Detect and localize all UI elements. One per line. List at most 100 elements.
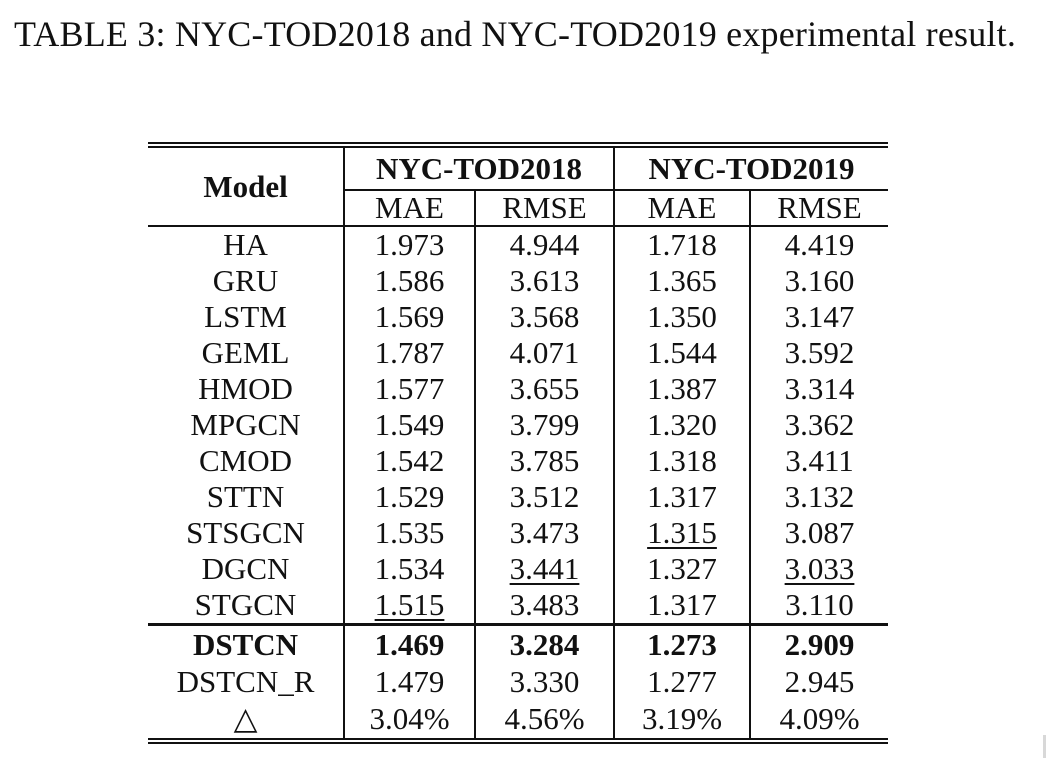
value-text: 1.529: [374, 479, 445, 514]
value-cell-rmse-2019: 4.419: [749, 226, 888, 263]
value-cell-mae-2019: 1.320: [613, 407, 750, 443]
value-cell-rmse-2018: 3.473: [474, 515, 614, 551]
value-cell-mae-2018: 1.542: [343, 443, 475, 479]
table-row: △ 3.04% 4.56% 3.19% 4.09%: [148, 700, 888, 744]
table-row: DSTCN 1.469 3.284 1.273 2.909: [148, 623, 888, 664]
table-row: GEML 1.787 4.071 1.544 3.592: [148, 335, 888, 371]
table-caption: TABLE 3: NYC-TOD2018 and NYC-TOD2019 exp…: [14, 14, 1017, 54]
value-cell-rmse-2019: 3.314: [749, 371, 888, 407]
value-text: 1.317: [647, 587, 717, 622]
model-name-cell: STSGCN: [186, 515, 305, 550]
value-text: 2.945: [784, 664, 855, 699]
value-cell-rmse-2019: 3.592: [749, 335, 888, 371]
value-text: 1.277: [647, 664, 717, 699]
value-cell-rmse-2018: 3.785: [474, 443, 614, 479]
value-text: 3.655: [509, 371, 580, 406]
value-text: 3.473: [509, 515, 580, 550]
value-text: 3.362: [784, 407, 855, 442]
table-row: STGCN 1.515 3.483 1.317 3.110: [148, 587, 888, 625]
value-text: 1.365: [647, 263, 717, 298]
value-text: 2.909: [784, 627, 855, 662]
value-cell-mae-2018: 1.515: [343, 587, 475, 625]
value-text: 1.320: [647, 407, 717, 442]
value-cell-mae-2019: 1.718: [613, 226, 750, 263]
value-cell-rmse-2019: 3.160: [749, 263, 888, 299]
value-cell-mae-2019: 1.387: [613, 371, 750, 407]
value-cell-rmse-2018: 3.568: [474, 299, 614, 335]
table-row: GRU 1.586 3.613 1.365 3.160: [148, 263, 888, 299]
value-cell-mae-2018: 1.479: [343, 664, 475, 700]
value-text: 3.592: [784, 335, 855, 370]
value-cell-mae-2019: 1.315: [613, 515, 750, 551]
header-row-datasets: Model NYC-TOD2018 NYC-TOD2019: [148, 142, 888, 227]
value-text: 1.535: [374, 515, 445, 550]
value-text: 1.515: [374, 587, 445, 622]
model-name-cell: GRU: [212, 263, 279, 298]
value-cell-mae-2019: 1.544: [613, 335, 750, 371]
table-row: DSTCN_R 1.479 3.330 1.277 2.945: [148, 664, 888, 700]
model-name-cell: CMOD: [198, 443, 292, 478]
value-cell-mae-2018: 1.529: [343, 479, 475, 515]
value-text: 1.327: [647, 551, 717, 586]
value-cell-rmse-2019: 2.909: [749, 623, 888, 664]
value-text: 1.718: [647, 227, 717, 262]
value-cell-mae-2019: 3.19%: [613, 700, 750, 744]
value-text: 1.542: [374, 443, 445, 478]
value-cell-rmse-2018: 3.441: [474, 551, 614, 587]
table-row: HMOD 1.577 3.655 1.387 3.314: [148, 371, 888, 407]
value-cell-mae-2019: 1.318: [613, 443, 750, 479]
value-cell-rmse-2018: 4.56%: [474, 700, 614, 744]
metric-header-mae-2019: MAE: [613, 190, 750, 227]
value-cell-mae-2018: 1.534: [343, 551, 475, 587]
value-text: 1.318: [647, 443, 717, 478]
model-name-cell: △: [148, 700, 344, 744]
table-row: DGCN 1.534 3.441 1.327 3.033: [148, 551, 888, 587]
value-text: 3.284: [509, 627, 580, 662]
value-text: 3.04%: [369, 701, 450, 736]
value-cell-rmse-2019: 3.033: [749, 551, 888, 587]
model-name-cell: DGCN: [201, 551, 290, 586]
header-row-metrics: MAE RMSE MAE RMSE: [148, 190, 888, 227]
value-cell-rmse-2018: 3.655: [474, 371, 614, 407]
value-cell-rmse-2019: 3.147: [749, 299, 888, 335]
value-cell-rmse-2019: 3.110: [749, 587, 888, 625]
value-cell-rmse-2018: 3.613: [474, 263, 614, 299]
value-cell-mae-2018: 1.586: [343, 263, 475, 299]
value-text: 1.549: [374, 407, 445, 442]
model-name-cell: STGCN: [194, 587, 297, 622]
value-text: 1.315: [647, 515, 717, 550]
value-cell-mae-2019: 1.317: [613, 587, 750, 625]
value-cell-rmse-2019: 3.362: [749, 407, 888, 443]
metric-header-rmse-2019: RMSE: [749, 190, 888, 227]
value-text: 3.147: [784, 299, 855, 334]
value-text: 3.087: [784, 515, 855, 550]
value-cell-mae-2018: 3.04%: [343, 700, 475, 744]
value-text: 1.787: [374, 335, 445, 370]
value-cell-mae-2019: 1.350: [613, 299, 750, 335]
model-name-cell: LSTM: [204, 299, 287, 334]
table-row: STSGCN 1.535 3.473 1.315 3.087: [148, 515, 888, 551]
value-cell-rmse-2018: 3.284: [474, 623, 614, 664]
value-cell-mae-2018: 1.787: [343, 335, 475, 371]
table-body: HA 1.973 4.944 1.718 4.419 GRU 1.586 3.613 1.365…: [148, 226, 888, 744]
value-cell-rmse-2019: 3.087: [749, 515, 888, 551]
value-text: 4.944: [509, 227, 580, 262]
value-cell-rmse-2018: 3.483: [474, 587, 614, 625]
table-row: LSTM 1.569 3.568 1.350 3.147: [148, 299, 888, 335]
metric-header-mae-2018: MAE: [343, 190, 475, 227]
value-cell-mae-2019: 1.327: [613, 551, 750, 587]
value-text: 3.785: [509, 443, 580, 478]
value-text: 3.314: [784, 371, 855, 406]
model-name-cell: GEML: [201, 335, 290, 370]
value-text: 1.273: [647, 627, 717, 662]
value-text: 1.350: [647, 299, 717, 334]
model-name-cell: STTN: [206, 479, 285, 514]
scan-edge-mark: [1043, 735, 1046, 758]
value-cell-mae-2018: 1.973: [343, 226, 475, 263]
value-text: 3.441: [509, 551, 580, 586]
value-cell-mae-2018: 1.535: [343, 515, 475, 551]
value-text: 1.479: [374, 664, 445, 699]
value-cell-rmse-2019: 2.945: [749, 664, 888, 700]
value-text: 3.613: [509, 263, 580, 298]
model-name-cell: HA: [223, 227, 268, 262]
